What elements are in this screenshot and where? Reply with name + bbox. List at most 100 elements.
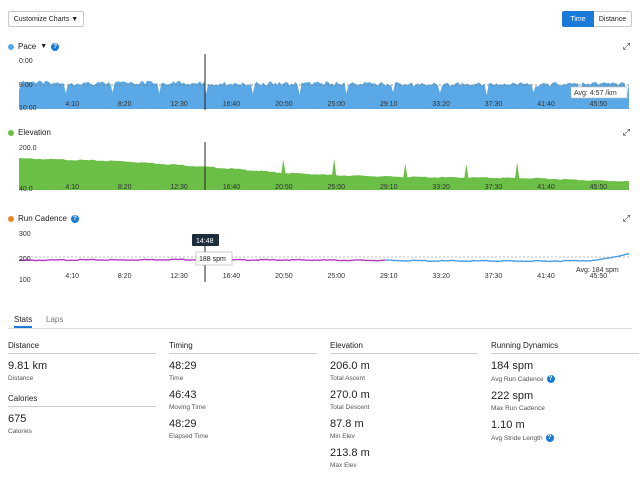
min-elev-label: Min Elev <box>330 433 355 440</box>
x-tick-label: 41:40 <box>537 273 555 280</box>
tab-stats[interactable]: Stats <box>14 315 33 328</box>
x-tick-label: 41:40 <box>537 184 555 191</box>
elevation-area <box>19 157 629 190</box>
cadence-tooltip-box <box>195 251 233 266</box>
pace-x-axis: 4:10 8:20 12:30 16:40 20:50 25:00 29:10 33:20 37… <box>65 101 607 108</box>
x-tick-label: 8:20 <box>118 184 132 191</box>
cadence-title-label: Run Cadence <box>18 214 67 223</box>
cadence-y-tick: 100 <box>19 277 31 284</box>
elevation-y-tick: 200.0 <box>19 145 37 152</box>
cadence-line-secondary <box>384 253 629 263</box>
pace-y-tick: 0:00 <box>19 58 33 65</box>
distance-header: Distance <box>8 341 156 354</box>
elevation-chart[interactable]: 200.0 40.0 4:10 8:20 12:30 16:40 20:50 25:00 2… <box>0 142 640 194</box>
x-tick-label: 4:10 <box>65 273 79 280</box>
stats-tab-bar: Stats Laps <box>8 312 632 329</box>
x-tick-label: 33:20 <box>432 273 450 280</box>
pace-dropdown-icon[interactable]: ▼ <box>40 43 48 50</box>
x-tick-label: 29:10 <box>380 273 398 280</box>
calories-header: Calories <box>8 394 156 407</box>
pace-avg-badge <box>570 86 628 99</box>
x-tick-label: 45:50 <box>590 273 608 280</box>
x-tick-label: 25:00 <box>328 184 346 191</box>
x-tick-label: 16:40 <box>223 101 241 108</box>
stride-length-help-icon[interactable]: ? <box>545 434 554 442</box>
avg-cadence-label-row: Avg Run Cadence ? <box>491 375 639 383</box>
x-tick-label: 45:50 <box>590 101 608 108</box>
cadence-y-tick: 200 <box>19 256 31 263</box>
total-ascent-label: Total Ascent <box>330 375 366 382</box>
time-label: Time <box>169 375 184 382</box>
pace-y-tick: 5:00 <box>19 82 33 89</box>
cadence-y-tick: 300 <box>19 231 31 238</box>
pace-chart[interactable]: 0:00 5:00 10:00 Avg: 4:57 /km 4:10 8:20 12… <box>0 54 640 112</box>
min-elev-value: 87.8 m <box>330 418 364 430</box>
pace-chart-title: Pace ▼ ? <box>8 42 60 51</box>
stride-length-value: 1.10 m <box>491 419 525 431</box>
running-dynamics-header: Running Dynamics <box>491 341 639 354</box>
distance-label: Distance <box>8 375 34 382</box>
cadence-tooltip-time: 14:48 <box>196 238 214 245</box>
x-tick-label: 4:10 <box>65 101 79 108</box>
cadence-x-axis: 4:10 8:20 12:30 16:40 20:50 25:00 29:10 33:20 37… <box>65 273 607 280</box>
total-descent-label: Total Descent <box>330 404 370 411</box>
x-tick-label: 12:30 <box>170 101 188 108</box>
x-tick-label: 4:10 <box>65 184 79 191</box>
x-tick-label: 29:10 <box>380 101 398 108</box>
cadence-legend-dot <box>8 215 14 222</box>
x-tick-label: 33:20 <box>432 184 450 191</box>
x-tick-label: 20:50 <box>275 273 293 280</box>
tab-laps[interactable]: Laps <box>46 315 64 324</box>
max-elev-value: 213.8 m <box>330 447 370 459</box>
x-tick-label: 25:00 <box>328 101 346 108</box>
distance-value: 9.81 km <box>8 360 48 372</box>
cadence-avg-label: Avg: 184 spm <box>576 267 619 274</box>
x-tick-label: 45:50 <box>590 184 608 191</box>
elapsed-time-label: Elapsed Time <box>169 433 209 440</box>
x-tick-label: 37:30 <box>485 101 503 108</box>
avg-cadence-help-icon[interactable]: ? <box>546 375 555 383</box>
total-descent-value: 270.0 m <box>330 389 370 401</box>
x-tick-label: 37:30 <box>485 184 503 191</box>
elevation-y-tick: 40.0 <box>19 186 33 193</box>
pace-avg-label: Avg: 4:57 /km <box>574 90 617 97</box>
avg-cadence-value: 184 spm <box>491 360 534 372</box>
stats-column-elevation: Elevation 206.0 m Total Ascent 270.0 m T… <box>330 341 478 476</box>
elevation-stats-header: Elevation <box>330 341 478 354</box>
timing-header: Timing <box>169 341 317 354</box>
calories-label: Calories <box>8 428 32 435</box>
stats-column-running-dynamics: Running Dynamics 184 spm Avg Run Cadence… <box>491 341 639 449</box>
x-tick-label: 20:50 <box>275 184 293 191</box>
x-tick-label: 29:10 <box>380 184 398 191</box>
pace-expand-icon[interactable]: ⤢ <box>622 41 630 51</box>
max-cadence-value: 222 spm <box>491 390 534 402</box>
x-tick-label: 25:00 <box>328 273 346 280</box>
max-elev-label: Max Elev <box>330 462 357 469</box>
x-tick-label: 8:20 <box>118 101 132 108</box>
stride-length-label-row: Avg Stride Length ? <box>491 434 639 442</box>
elevation-expand-icon[interactable]: ⤢ <box>622 127 630 137</box>
elevation-title-label: Elevation <box>18 128 51 137</box>
cadence-expand-icon[interactable]: ⤢ <box>622 213 630 223</box>
x-tick-label: 16:40 <box>223 273 241 280</box>
x-tick-label: 33:20 <box>432 101 450 108</box>
moving-time-value: 46:43 <box>169 389 197 401</box>
elevation-x-axis: 4:10 8:20 12:30 16:40 20:50 25:00 29:10 33:20 37… <box>65 184 607 191</box>
cadence-help-icon[interactable]: ? <box>70 214 79 223</box>
cadence-chart[interactable]: 300 200 100 14:48 188 spm Avg: 184 spm 4… <box>0 226 640 284</box>
x-tick-label: 8:20 <box>118 273 132 280</box>
moving-time-label: Moving Time <box>169 404 206 411</box>
x-tick-label: 12:30 <box>170 184 188 191</box>
avg-cadence-label: Avg Run Cadence <box>491 375 544 383</box>
x-tick-label: 37:30 <box>485 273 503 280</box>
customize-charts-button[interactable]: Customize Charts ▼ <box>8 11 84 27</box>
distance-toggle-button[interactable]: Distance <box>594 11 632 27</box>
time-value: 48:29 <box>169 360 197 372</box>
elevation-legend-dot <box>8 129 14 136</box>
total-ascent-value: 206.0 m <box>330 360 370 372</box>
pace-help-icon[interactable]: ? <box>51 42 60 51</box>
calories-value: 675 <box>8 413 27 425</box>
cadence-tooltip-value: 188 spm <box>199 256 226 263</box>
time-toggle-button[interactable]: Time <box>562 11 594 27</box>
x-tick-label: 12:30 <box>170 273 188 280</box>
